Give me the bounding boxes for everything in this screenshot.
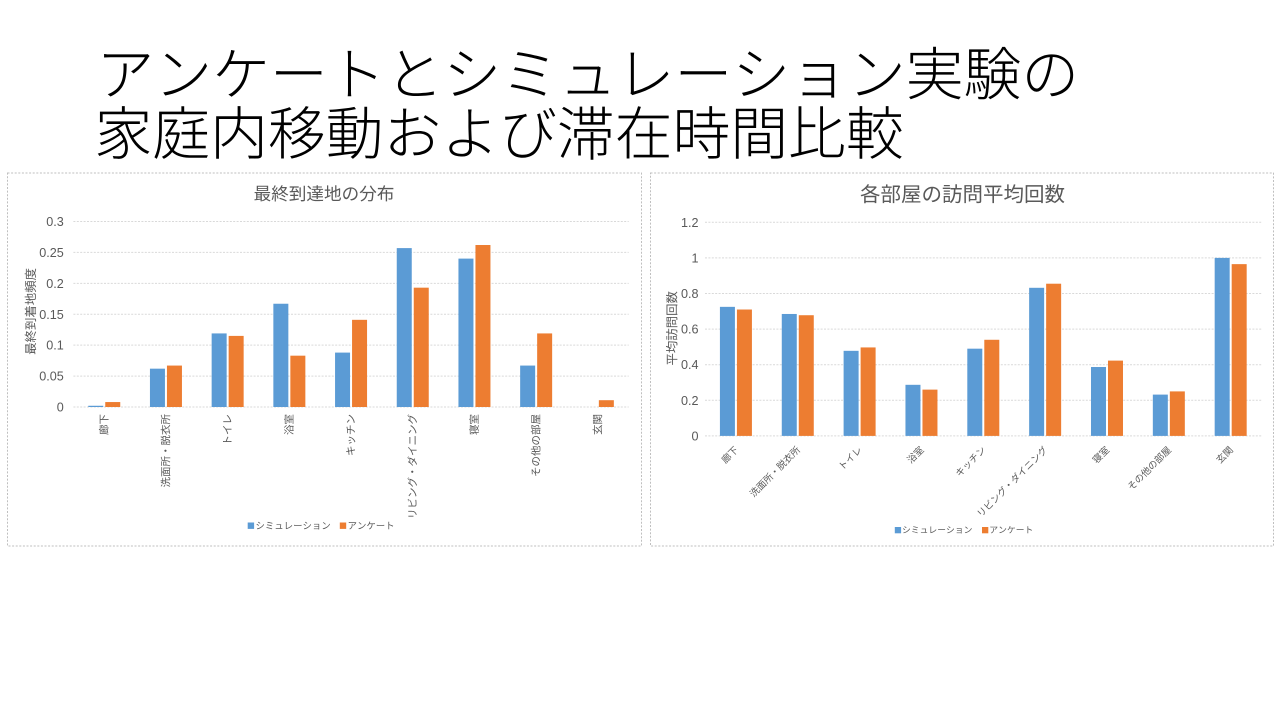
svg-text:0.3: 0.3 <box>46 215 64 229</box>
svg-text:0.2: 0.2 <box>681 394 699 408</box>
svg-text:0.1: 0.1 <box>46 339 64 353</box>
svg-text:0: 0 <box>57 401 64 415</box>
svg-text:0.15: 0.15 <box>39 308 64 322</box>
svg-text:0.8: 0.8 <box>681 287 699 301</box>
svg-text:0.25: 0.25 <box>39 246 64 260</box>
svg-text:1.2: 1.2 <box>681 216 699 230</box>
svg-text:1: 1 <box>691 251 698 265</box>
svg-text:0.6: 0.6 <box>681 323 699 337</box>
svg-text:0.4: 0.4 <box>681 358 699 372</box>
svg-text:0.2: 0.2 <box>46 277 64 291</box>
svg-text:0.05: 0.05 <box>39 370 64 384</box>
svg-text:0: 0 <box>691 429 698 443</box>
